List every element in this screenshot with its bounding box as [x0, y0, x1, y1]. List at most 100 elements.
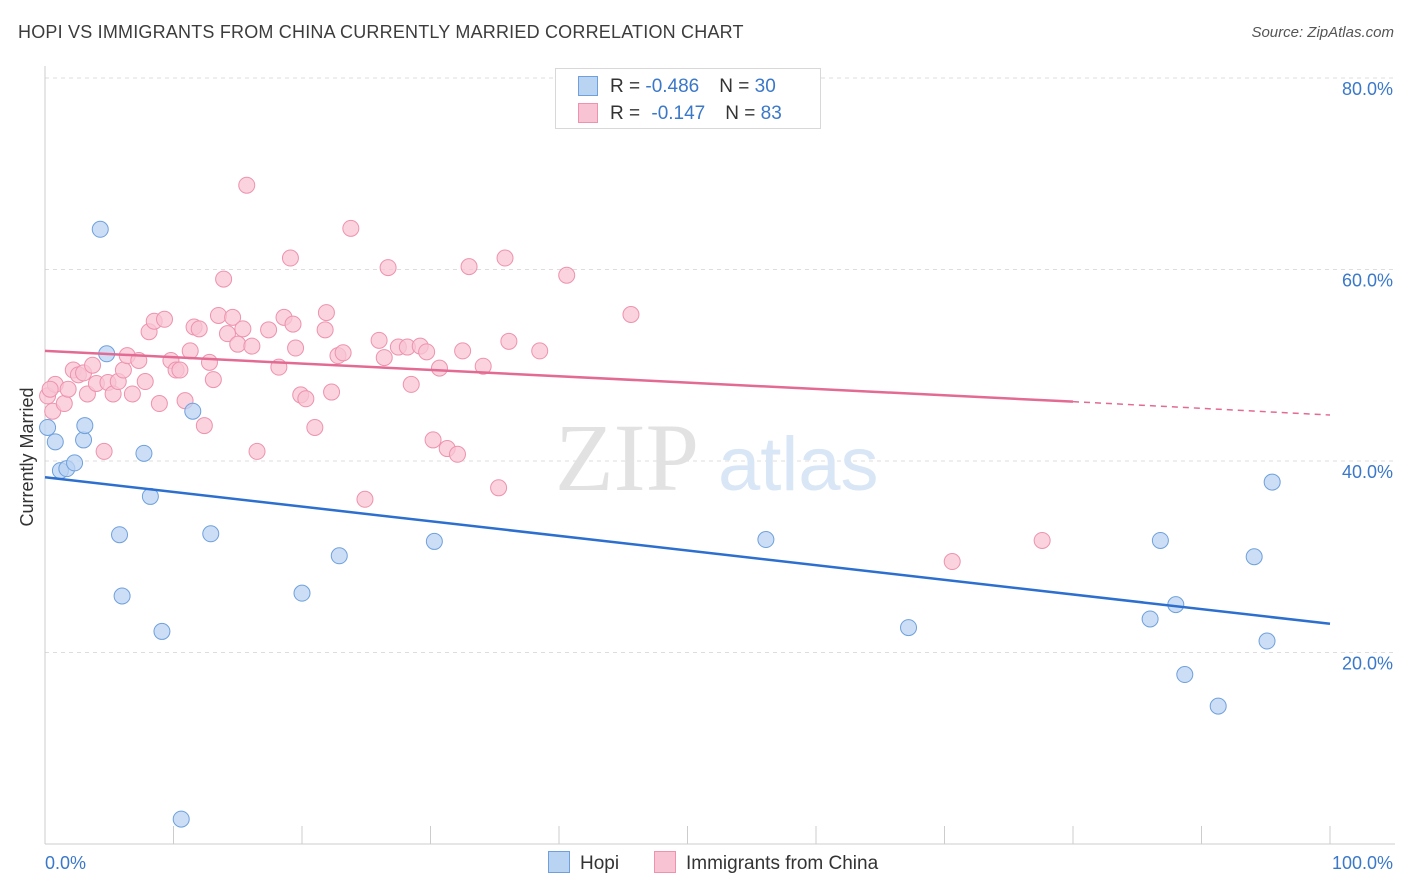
- hopi-swatch: [578, 76, 598, 96]
- legend-r-value: -0.486: [645, 76, 700, 97]
- hopi-point: [293, 584, 311, 602]
- china-point: [316, 321, 334, 339]
- china-point: [136, 373, 154, 391]
- china-point: [243, 337, 261, 355]
- china-point: [317, 304, 335, 322]
- china-point: [297, 390, 315, 408]
- y-axis-label: Currently Married: [17, 387, 37, 526]
- hopi-point: [330, 547, 348, 565]
- china-point: [342, 219, 360, 237]
- hopi-point: [1176, 666, 1194, 684]
- china-point: [287, 339, 305, 357]
- china-point: [558, 266, 576, 284]
- source-label: Source: ZipAtlas.com: [1251, 24, 1394, 41]
- hopi-point: [135, 444, 153, 462]
- y-tick-label: 20.0%: [1342, 654, 1393, 674]
- hopi-point: [757, 531, 775, 549]
- bottom-legend-china: Immigrants from China: [654, 851, 878, 875]
- china-point: [181, 342, 199, 360]
- hopi-point: [425, 532, 443, 550]
- china-point: [454, 342, 472, 360]
- chart-title: HOPI VS IMMIGRANTS FROM CHINA CURRENTLY …: [18, 22, 744, 42]
- china-point: [209, 306, 227, 324]
- china-point: [224, 308, 242, 326]
- hopi-point: [1209, 697, 1227, 715]
- china-point: [334, 344, 352, 362]
- china-point: [622, 306, 640, 324]
- china-point: [95, 442, 113, 460]
- china-point: [496, 249, 514, 267]
- hopi-point: [39, 418, 57, 436]
- legend-r-label: R =: [610, 76, 646, 97]
- hopi-point: [1258, 632, 1276, 650]
- china-point: [215, 270, 233, 288]
- hopi-point: [1151, 531, 1169, 549]
- hopi-point: [113, 587, 131, 605]
- hopi-point: [184, 402, 202, 420]
- china-point: [531, 342, 549, 360]
- china-point: [156, 310, 174, 328]
- hopi-legend-label: Hopi: [580, 853, 620, 874]
- china-point: [84, 356, 102, 374]
- china-point: [474, 357, 492, 375]
- china-point: [281, 249, 299, 267]
- bottom-legend-hopi: Hopi: [548, 851, 619, 875]
- hopi-point: [91, 220, 109, 238]
- legend-n-label: N =: [725, 103, 761, 124]
- china-point: [284, 315, 302, 333]
- hopi-point: [66, 454, 84, 472]
- china-point: [123, 385, 141, 403]
- china-point: [402, 375, 420, 393]
- legend-row-hopi: R = -0.486 N = 30: [578, 76, 776, 100]
- china-point: [424, 431, 442, 449]
- x-tick-label: 100.0%: [1332, 853, 1393, 873]
- legend-r-value: -0.147: [651, 103, 706, 124]
- china-point: [430, 359, 448, 377]
- china-point: [41, 380, 59, 398]
- hopi-point: [76, 417, 94, 435]
- hopi-point: [1141, 610, 1159, 628]
- y-tick-label: 40.0%: [1342, 462, 1393, 482]
- hopi-point: [1245, 548, 1263, 566]
- legend-row-china: R = -0.147 N = 83: [578, 103, 782, 127]
- china-point: [379, 259, 397, 277]
- china-point: [238, 176, 256, 194]
- x-tick-label: 0.0%: [45, 853, 86, 873]
- y-tick-label: 80.0%: [1342, 79, 1393, 99]
- china-point: [370, 331, 388, 349]
- china-point: [234, 320, 252, 338]
- china-legend-label: Immigrants from China: [686, 853, 879, 874]
- stats-legend: R = -0.486 N = 30 R = -0.147 N = 83: [555, 68, 821, 129]
- axes: [44, 66, 1395, 845]
- china-point: [356, 490, 374, 508]
- legend-n-label: N =: [719, 76, 755, 97]
- trendlines: [44, 349, 1331, 626]
- china-point: [200, 353, 218, 371]
- legend-r-label: R =: [610, 103, 646, 124]
- legend-n-value: 83: [760, 103, 782, 124]
- china-point: [195, 417, 213, 435]
- china-swatch: [578, 103, 598, 123]
- hopi-trendline: [44, 476, 1331, 626]
- x-tick-labels: 0.0% 100.0%: [45, 853, 1393, 873]
- china-point: [448, 445, 466, 463]
- watermark-zip: ZIP: [555, 404, 699, 511]
- gridlines: [45, 77, 1395, 653]
- hopi-legend-swatch: [548, 851, 570, 873]
- hopi-point: [1263, 473, 1281, 491]
- legend-n-value: 30: [754, 76, 776, 97]
- china-points: [39, 176, 1051, 571]
- china-point: [460, 258, 478, 276]
- hopi-point: [900, 619, 918, 637]
- china-point: [323, 383, 341, 401]
- china-point: [150, 395, 168, 413]
- china-point: [55, 395, 73, 413]
- china-trendline: [44, 349, 1074, 403]
- hopi-point: [46, 433, 64, 451]
- china-point: [260, 321, 278, 339]
- y-tick-label: 60.0%: [1342, 271, 1393, 291]
- china-point: [943, 553, 961, 571]
- hopi-point: [153, 622, 171, 640]
- china-point: [218, 325, 236, 343]
